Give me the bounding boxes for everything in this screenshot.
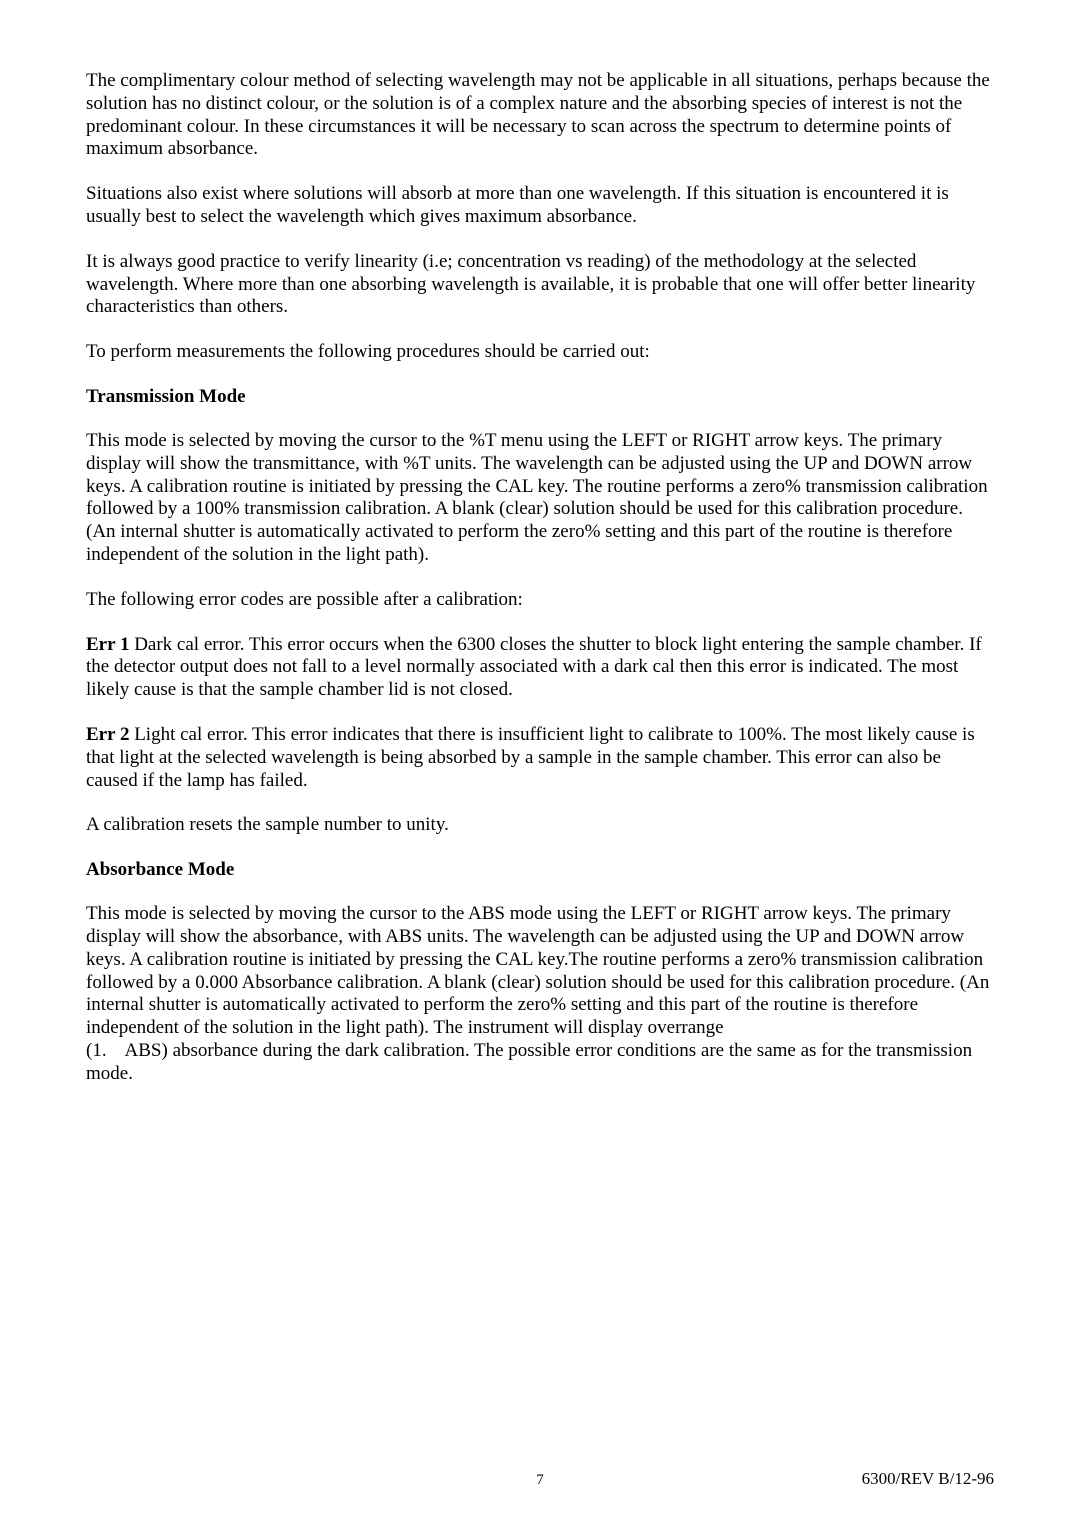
heading-absorbance-mode: Absorbance Mode (86, 859, 994, 881)
err2-text: Light cal error. This error indicates th… (86, 724, 975, 791)
paragraph: The complimentary colour method of selec… (86, 70, 994, 161)
err1-text: Dark cal error. This error occurs when t… (86, 634, 982, 701)
paragraph: This mode is selected by moving the curs… (86, 430, 994, 567)
heading-transmission-mode: Transmission Mode (86, 386, 994, 408)
paragraph: It is always good practice to verify lin… (86, 251, 994, 319)
paragraph: (1. ABS) absorbance during the dark cali… (86, 1040, 994, 1086)
err1-label: Err 1 (86, 634, 129, 655)
revision-label: 6300/REV B/12-96 (862, 1469, 994, 1489)
paragraph: Situations also exist where solutions wi… (86, 183, 994, 229)
paragraph: This mode is selected by moving the curs… (86, 903, 994, 1040)
paragraph: To perform measurements the following pr… (86, 341, 994, 364)
err2-label: Err 2 (86, 724, 129, 745)
paragraph-err2: Err 2 Light cal error. This error indica… (86, 724, 994, 792)
paragraph-err1: Err 1 Dark cal error. This error occurs … (86, 634, 994, 702)
paragraph: The following error codes are possible a… (86, 589, 994, 612)
paragraph: A calibration resets the sample number t… (86, 814, 994, 837)
